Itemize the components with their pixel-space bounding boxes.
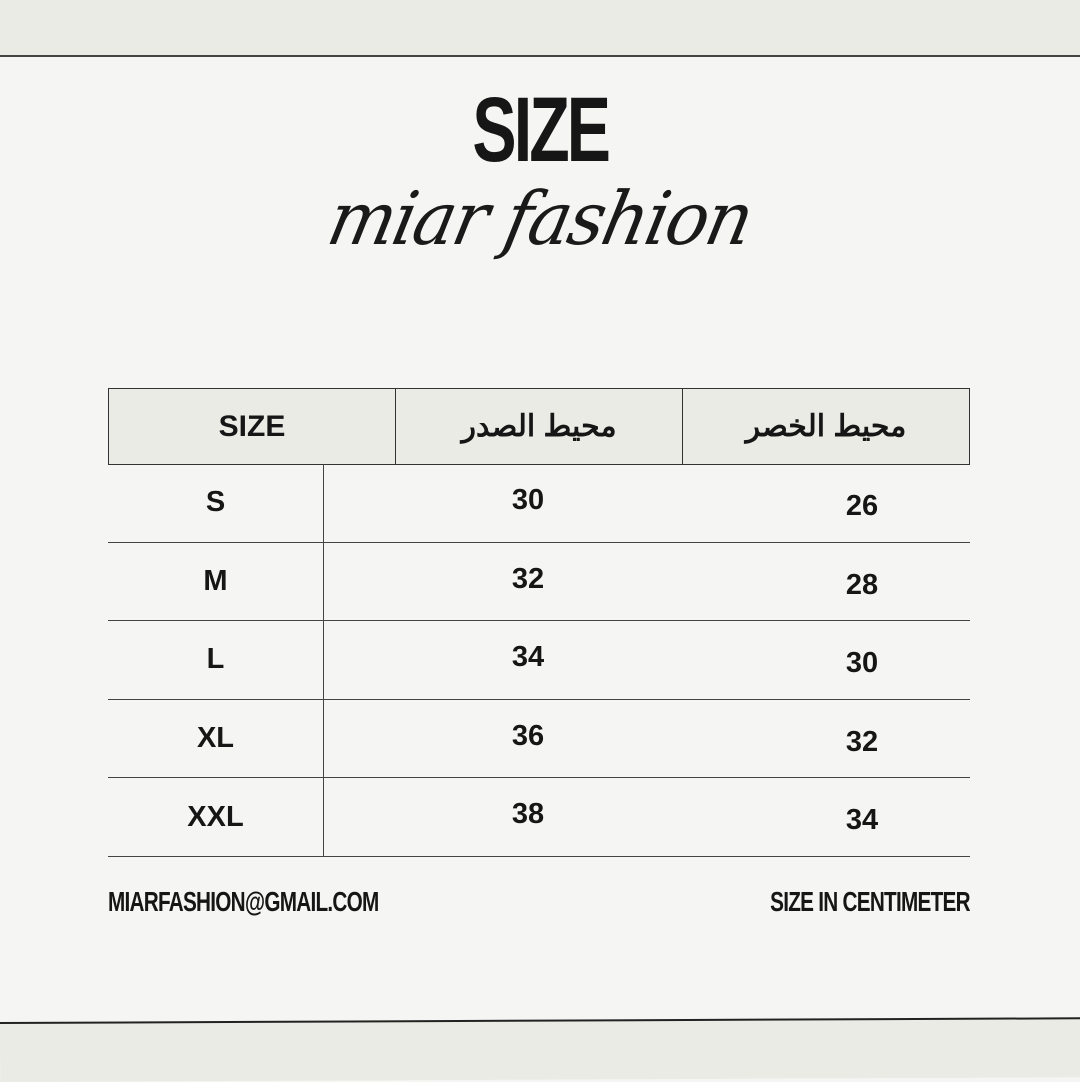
page-title: SIZE bbox=[472, 79, 611, 181]
brand-logo: miar fashion bbox=[320, 175, 760, 263]
size-cell: XXL bbox=[108, 778, 324, 856]
waist-cell: 26 bbox=[845, 490, 879, 522]
size-cell: L bbox=[108, 621, 324, 699]
table-row: XXL 38 34 bbox=[108, 778, 970, 857]
bust-cell: 30 bbox=[511, 484, 545, 516]
waist-cell: 32 bbox=[845, 725, 879, 758]
size-cell: M bbox=[108, 542, 324, 621]
size-cell: S bbox=[108, 464, 324, 542]
table-header: SIZE محيط الصدر محيط الخصر bbox=[108, 388, 970, 465]
top-band bbox=[0, 0, 1080, 57]
size-table-body: S 30 26 M 32 28 L 34 30 XL 36 32 XXL 38 … bbox=[108, 464, 970, 857]
column-header-waist: محيط الخصر bbox=[745, 410, 907, 443]
table-row: S 30 26 bbox=[108, 464, 970, 543]
bust-cell: 32 bbox=[511, 562, 545, 595]
column-header-size: SIZE bbox=[109, 389, 396, 464]
bottom-band bbox=[0, 1017, 1080, 1082]
table-row: XL 36 32 bbox=[108, 699, 970, 779]
waist-cell: 30 bbox=[845, 647, 879, 680]
table-row: M 32 28 bbox=[108, 542, 970, 622]
table-row: L 34 30 bbox=[108, 621, 970, 700]
column-header-bust: محيط الصدر bbox=[396, 389, 683, 464]
contact-email: MIARFASHION@GMAIL.COM bbox=[108, 886, 379, 917]
unit-note: SIZE IN CENTIMETER bbox=[770, 886, 970, 917]
bust-cell: 36 bbox=[511, 719, 545, 752]
size-cell: XL bbox=[108, 699, 324, 778]
waist-cell: 34 bbox=[845, 804, 879, 837]
bust-cell: 38 bbox=[511, 798, 545, 831]
waist-cell: 28 bbox=[845, 568, 879, 601]
bust-cell: 34 bbox=[511, 641, 545, 674]
